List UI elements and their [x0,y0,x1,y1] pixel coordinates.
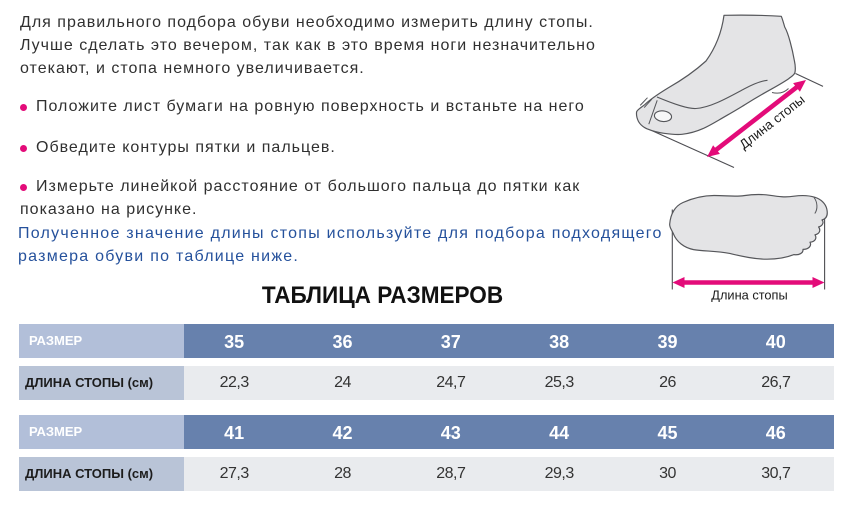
svg-text:Длина стопы: Длина стопы [711,288,787,303]
